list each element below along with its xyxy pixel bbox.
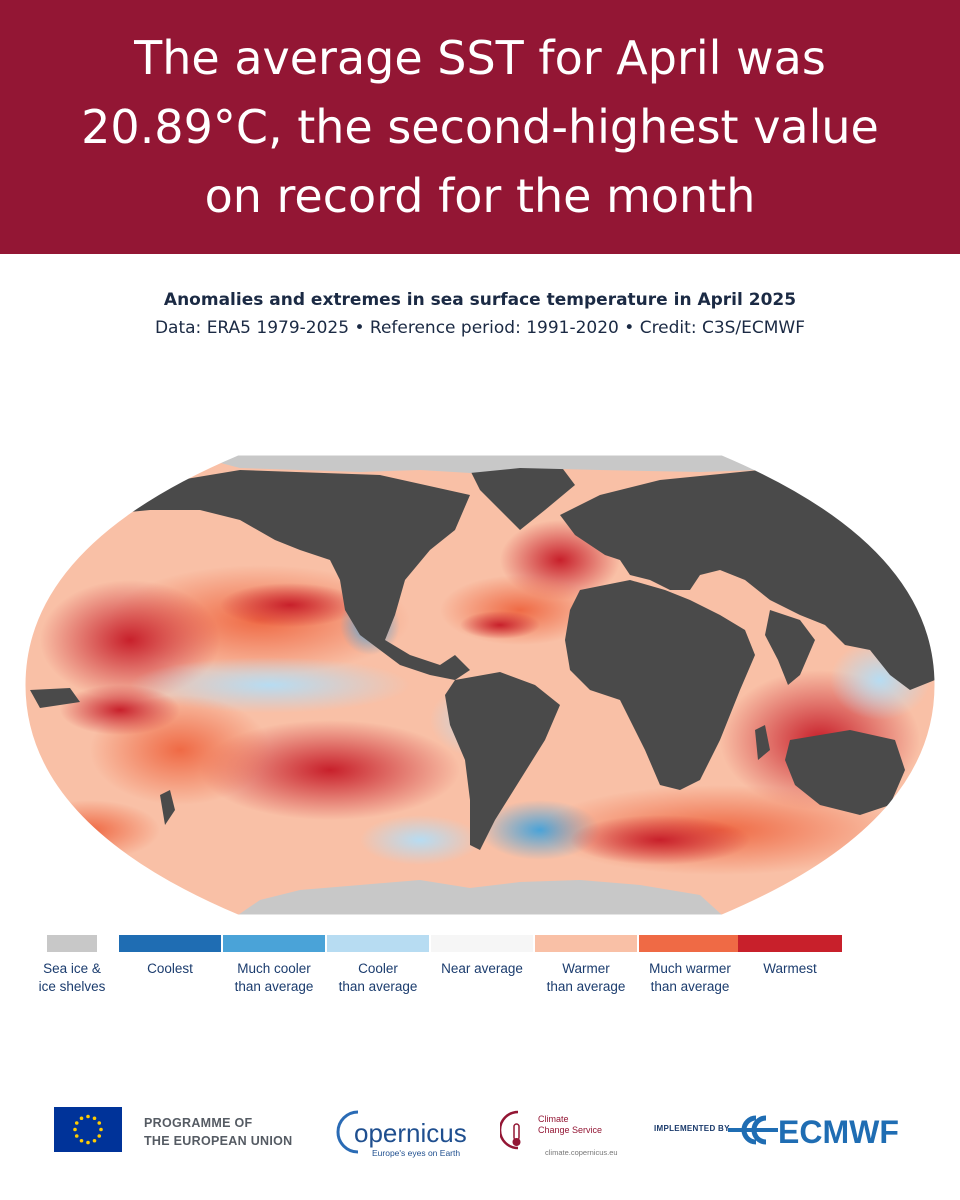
india (765, 610, 815, 685)
eu-flag-icon (54, 1107, 122, 1152)
landmasses (30, 465, 935, 850)
legend-swatch (535, 935, 637, 952)
eu-star (99, 1127, 103, 1132)
eu-star (73, 1127, 77, 1132)
eu-programme-label: PROGRAMME OF THE EUROPEAN UNION (144, 1116, 293, 1148)
legend-item: Much warmer than average (638, 935, 742, 996)
eu-star (97, 1121, 102, 1125)
australia (785, 730, 905, 815)
sst-anomaly-map (24, 454, 936, 916)
legend-label: Coolest (147, 961, 193, 976)
ccs-name-line2: Change Service (538, 1125, 602, 1135)
headline-banner: The average SST for April was 20.89°C, t… (0, 0, 960, 254)
copernicus-logo-icon: opernicus Europe's eyes on Earth (336, 1110, 467, 1158)
africa (565, 580, 755, 790)
map-heading: Anomalies and extremes in sea surface te… (0, 286, 960, 342)
legend-swatch (223, 935, 325, 952)
headline-text: The average SST for April was 20.89°C, t… (81, 30, 879, 223)
ecmwf-wordmark: ECMWF (778, 1114, 899, 1148)
eu-star (92, 1116, 97, 1121)
north-america (60, 470, 470, 680)
eu-star (79, 1138, 84, 1143)
eu-star (86, 1140, 90, 1145)
legend-label: Cooler than average (338, 961, 418, 994)
greenland (470, 465, 575, 530)
ccs-name-line1: Climate (538, 1114, 569, 1124)
implemented-by-label: IMPLEMENTED BY (654, 1124, 730, 1133)
eu-star (74, 1121, 79, 1125)
legend-label: Much cooler than average (234, 961, 314, 994)
legend-swatch (47, 935, 97, 952)
legend-swatch (431, 935, 533, 952)
legend-swatch (119, 935, 221, 952)
copernicus-tagline: Europe's eyes on Earth (372, 1148, 460, 1158)
ccs-url: climate.copernicus.eu (545, 1148, 618, 1157)
legend-item: Warmer than average (534, 935, 638, 996)
map-source-line: Data: ERA5 1979-2025 • Reference period:… (154, 318, 806, 338)
eu-star (74, 1134, 79, 1138)
legend-item: Much cooler than average (222, 935, 326, 996)
indonesia (30, 688, 80, 708)
legend-label: Much warmer than average (649, 961, 731, 994)
antarctica (238, 880, 722, 915)
new-zealand (160, 790, 175, 825)
south-america (445, 672, 560, 850)
legend-item: Cooler than average (326, 935, 430, 996)
legend-swatch (639, 935, 741, 952)
globe-outline (24, 454, 936, 916)
eu-star (86, 1114, 90, 1119)
ecmwf-logo-icon: ECMWF (728, 1114, 899, 1148)
legend-item: Coolest (118, 935, 222, 978)
arctic-ice (190, 455, 770, 473)
legend-swatch (738, 935, 842, 952)
copernicus-wordmark: opernicus (354, 1118, 467, 1148)
legend-swatch (327, 935, 429, 952)
footer-logos: PROGRAMME OF THE EUROPEAN UNION opernicu… (0, 1100, 960, 1160)
madagascar (755, 725, 770, 760)
legend-item: Sea ice & ice shelves (38, 935, 106, 996)
legend-item: Warmest (738, 935, 842, 978)
climate-change-service-logo-icon: Climate Change Service climate.copernicu… (500, 1110, 618, 1157)
legend-item: Near average (430, 935, 534, 978)
sea-ice (190, 455, 770, 915)
globe-projection (25, 455, 935, 915)
map-title: Anomalies and extremes in sea surface te… (163, 290, 797, 310)
eu-star (79, 1116, 84, 1121)
legend-label: Near average (441, 961, 523, 976)
eu-star (92, 1138, 97, 1143)
eurasia (560, 470, 935, 690)
legend-label: Warmest (763, 961, 817, 976)
legend-label: Sea ice & ice shelves (38, 961, 106, 994)
eu-star (97, 1134, 102, 1138)
legend-label: Warmer than average (546, 961, 626, 994)
